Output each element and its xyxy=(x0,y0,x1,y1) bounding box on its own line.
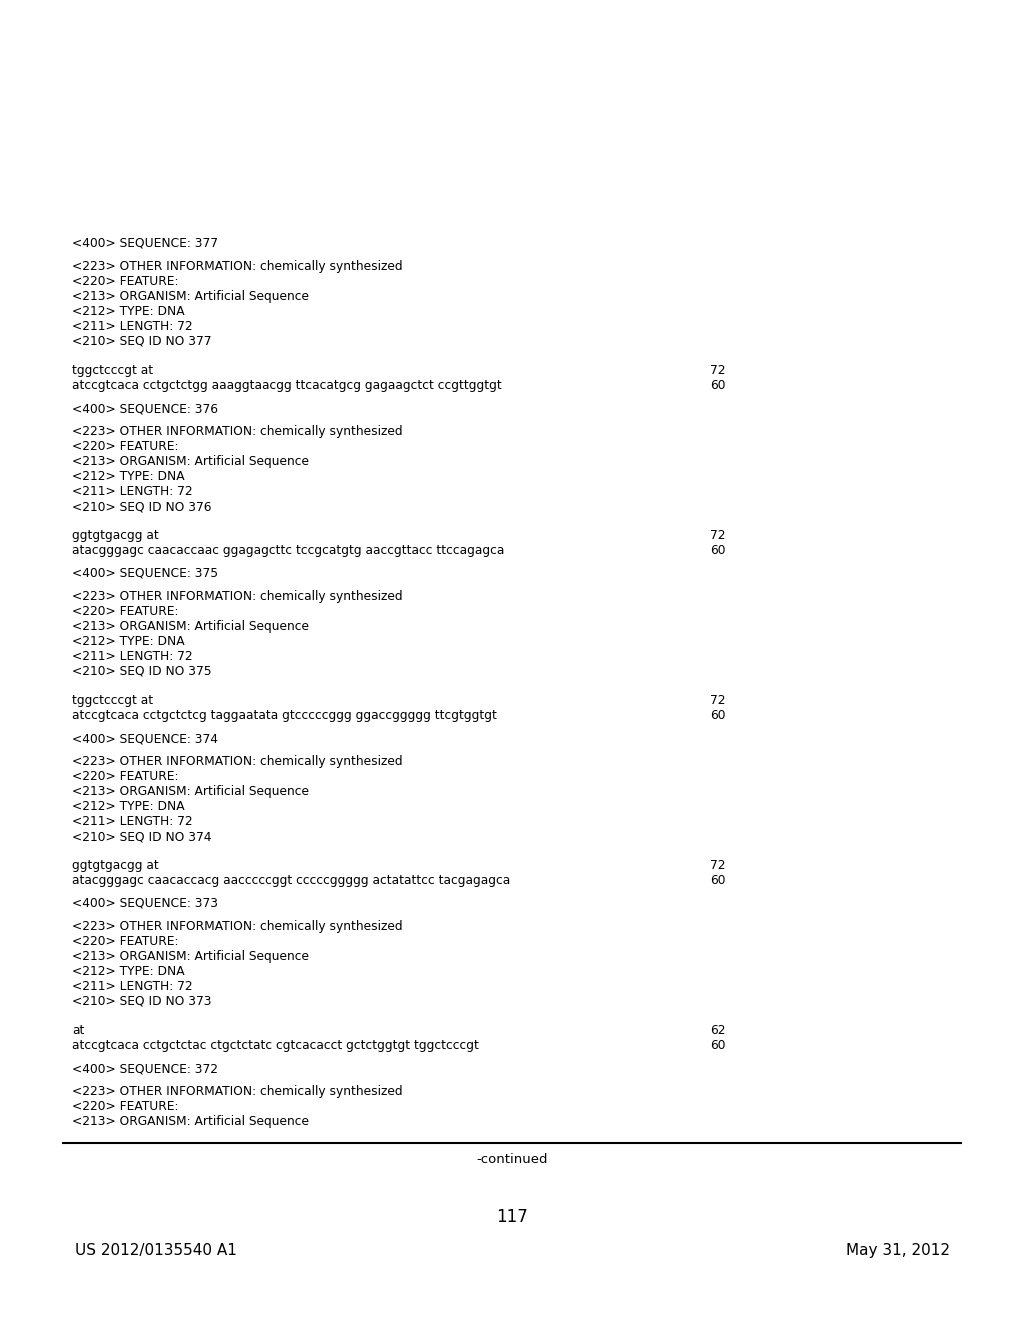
Text: <210> SEQ ID NO 374: <210> SEQ ID NO 374 xyxy=(72,830,212,843)
Text: May 31, 2012: May 31, 2012 xyxy=(846,1243,950,1258)
Text: <213> ORGANISM: Artificial Sequence: <213> ORGANISM: Artificial Sequence xyxy=(72,620,309,634)
Text: ggtgtgacgg at: ggtgtgacgg at xyxy=(72,529,159,543)
Text: atacgggagc caacaccaac ggagagcttc tccgcatgtg aaccgttacc ttccagagca: atacgggagc caacaccaac ggagagcttc tccgcat… xyxy=(72,544,505,557)
Text: <213> ORGANISM: Artificial Sequence: <213> ORGANISM: Artificial Sequence xyxy=(72,785,309,799)
Text: <223> OTHER INFORMATION: chemically synthesized: <223> OTHER INFORMATION: chemically synt… xyxy=(72,590,402,603)
Text: <400> SEQUENCE: 374: <400> SEQUENCE: 374 xyxy=(72,733,218,744)
Text: <213> ORGANISM: Artificial Sequence: <213> ORGANISM: Artificial Sequence xyxy=(72,290,309,304)
Text: 117: 117 xyxy=(496,1208,528,1226)
Text: 60: 60 xyxy=(710,709,725,722)
Text: <210> SEQ ID NO 376: <210> SEQ ID NO 376 xyxy=(72,500,212,513)
Text: <211> LENGTH: 72: <211> LENGTH: 72 xyxy=(72,319,193,333)
Text: <400> SEQUENCE: 377: <400> SEQUENCE: 377 xyxy=(72,238,218,249)
Text: 72: 72 xyxy=(710,859,725,873)
Text: <211> LENGTH: 72: <211> LENGTH: 72 xyxy=(72,484,193,498)
Text: <210> SEQ ID NO 375: <210> SEQ ID NO 375 xyxy=(72,665,212,678)
Text: <220> FEATURE:: <220> FEATURE: xyxy=(72,440,178,453)
Text: <210> SEQ ID NO 377: <210> SEQ ID NO 377 xyxy=(72,335,212,348)
Text: <212> TYPE: DNA: <212> TYPE: DNA xyxy=(72,305,184,318)
Text: 72: 72 xyxy=(710,694,725,708)
Text: 60: 60 xyxy=(710,874,725,887)
Text: tggctcccgt at: tggctcccgt at xyxy=(72,694,154,708)
Text: <213> ORGANISM: Artificial Sequence: <213> ORGANISM: Artificial Sequence xyxy=(72,455,309,469)
Text: <212> TYPE: DNA: <212> TYPE: DNA xyxy=(72,635,184,648)
Text: ggtgtgacgg at: ggtgtgacgg at xyxy=(72,859,159,873)
Text: <212> TYPE: DNA: <212> TYPE: DNA xyxy=(72,470,184,483)
Text: 72: 72 xyxy=(710,364,725,378)
Text: atacgggagc caacaccacg aacccccggt cccccggggg actatattcc tacgagagca: atacgggagc caacaccacg aacccccggt cccccgg… xyxy=(72,874,510,887)
Text: <400> SEQUENCE: 372: <400> SEQUENCE: 372 xyxy=(72,1063,218,1074)
Text: 60: 60 xyxy=(710,1039,725,1052)
Text: 62: 62 xyxy=(710,1024,725,1038)
Text: <212> TYPE: DNA: <212> TYPE: DNA xyxy=(72,965,184,978)
Text: atccgtcaca cctgctctgg aaaggtaacgg ttcacatgcg gagaagctct ccgttggtgt: atccgtcaca cctgctctgg aaaggtaacgg ttcaca… xyxy=(72,379,502,392)
Text: <223> OTHER INFORMATION: chemically synthesized: <223> OTHER INFORMATION: chemically synt… xyxy=(72,1085,402,1098)
Text: <211> LENGTH: 72: <211> LENGTH: 72 xyxy=(72,979,193,993)
Text: <223> OTHER INFORMATION: chemically synthesized: <223> OTHER INFORMATION: chemically synt… xyxy=(72,425,402,438)
Text: <211> LENGTH: 72: <211> LENGTH: 72 xyxy=(72,649,193,663)
Text: <220> FEATURE:: <220> FEATURE: xyxy=(72,605,178,618)
Text: <220> FEATURE:: <220> FEATURE: xyxy=(72,770,178,783)
Text: <400> SEQUENCE: 373: <400> SEQUENCE: 373 xyxy=(72,898,218,909)
Text: <223> OTHER INFORMATION: chemically synthesized: <223> OTHER INFORMATION: chemically synt… xyxy=(72,755,402,768)
Text: <211> LENGTH: 72: <211> LENGTH: 72 xyxy=(72,814,193,828)
Text: <223> OTHER INFORMATION: chemically synthesized: <223> OTHER INFORMATION: chemically synt… xyxy=(72,260,402,273)
Text: <220> FEATURE:: <220> FEATURE: xyxy=(72,275,178,288)
Text: <400> SEQUENCE: 376: <400> SEQUENCE: 376 xyxy=(72,403,218,414)
Text: <213> ORGANISM: Artificial Sequence: <213> ORGANISM: Artificial Sequence xyxy=(72,950,309,964)
Text: 72: 72 xyxy=(710,529,725,543)
Text: <220> FEATURE:: <220> FEATURE: xyxy=(72,1100,178,1113)
Text: <213> ORGANISM: Artificial Sequence: <213> ORGANISM: Artificial Sequence xyxy=(72,1115,309,1129)
Text: <212> TYPE: DNA: <212> TYPE: DNA xyxy=(72,800,184,813)
Text: 60: 60 xyxy=(710,379,725,392)
Text: atccgtcaca cctgctctac ctgctctatc cgtcacacct gctctggtgt tggctcccgt: atccgtcaca cctgctctac ctgctctatc cgtcaca… xyxy=(72,1039,479,1052)
Text: <223> OTHER INFORMATION: chemically synthesized: <223> OTHER INFORMATION: chemically synt… xyxy=(72,920,402,933)
Text: <220> FEATURE:: <220> FEATURE: xyxy=(72,935,178,948)
Text: tggctcccgt at: tggctcccgt at xyxy=(72,364,154,378)
Text: <210> SEQ ID NO 373: <210> SEQ ID NO 373 xyxy=(72,995,212,1008)
Text: at: at xyxy=(72,1024,84,1038)
Text: <400> SEQUENCE: 375: <400> SEQUENCE: 375 xyxy=(72,568,218,579)
Text: US 2012/0135540 A1: US 2012/0135540 A1 xyxy=(75,1243,237,1258)
Text: -continued: -continued xyxy=(476,1152,548,1166)
Text: atccgtcaca cctgctctcg taggaatata gtcccccggg ggaccggggg ttcgtggtgt: atccgtcaca cctgctctcg taggaatata gtccccc… xyxy=(72,709,497,722)
Text: 60: 60 xyxy=(710,544,725,557)
